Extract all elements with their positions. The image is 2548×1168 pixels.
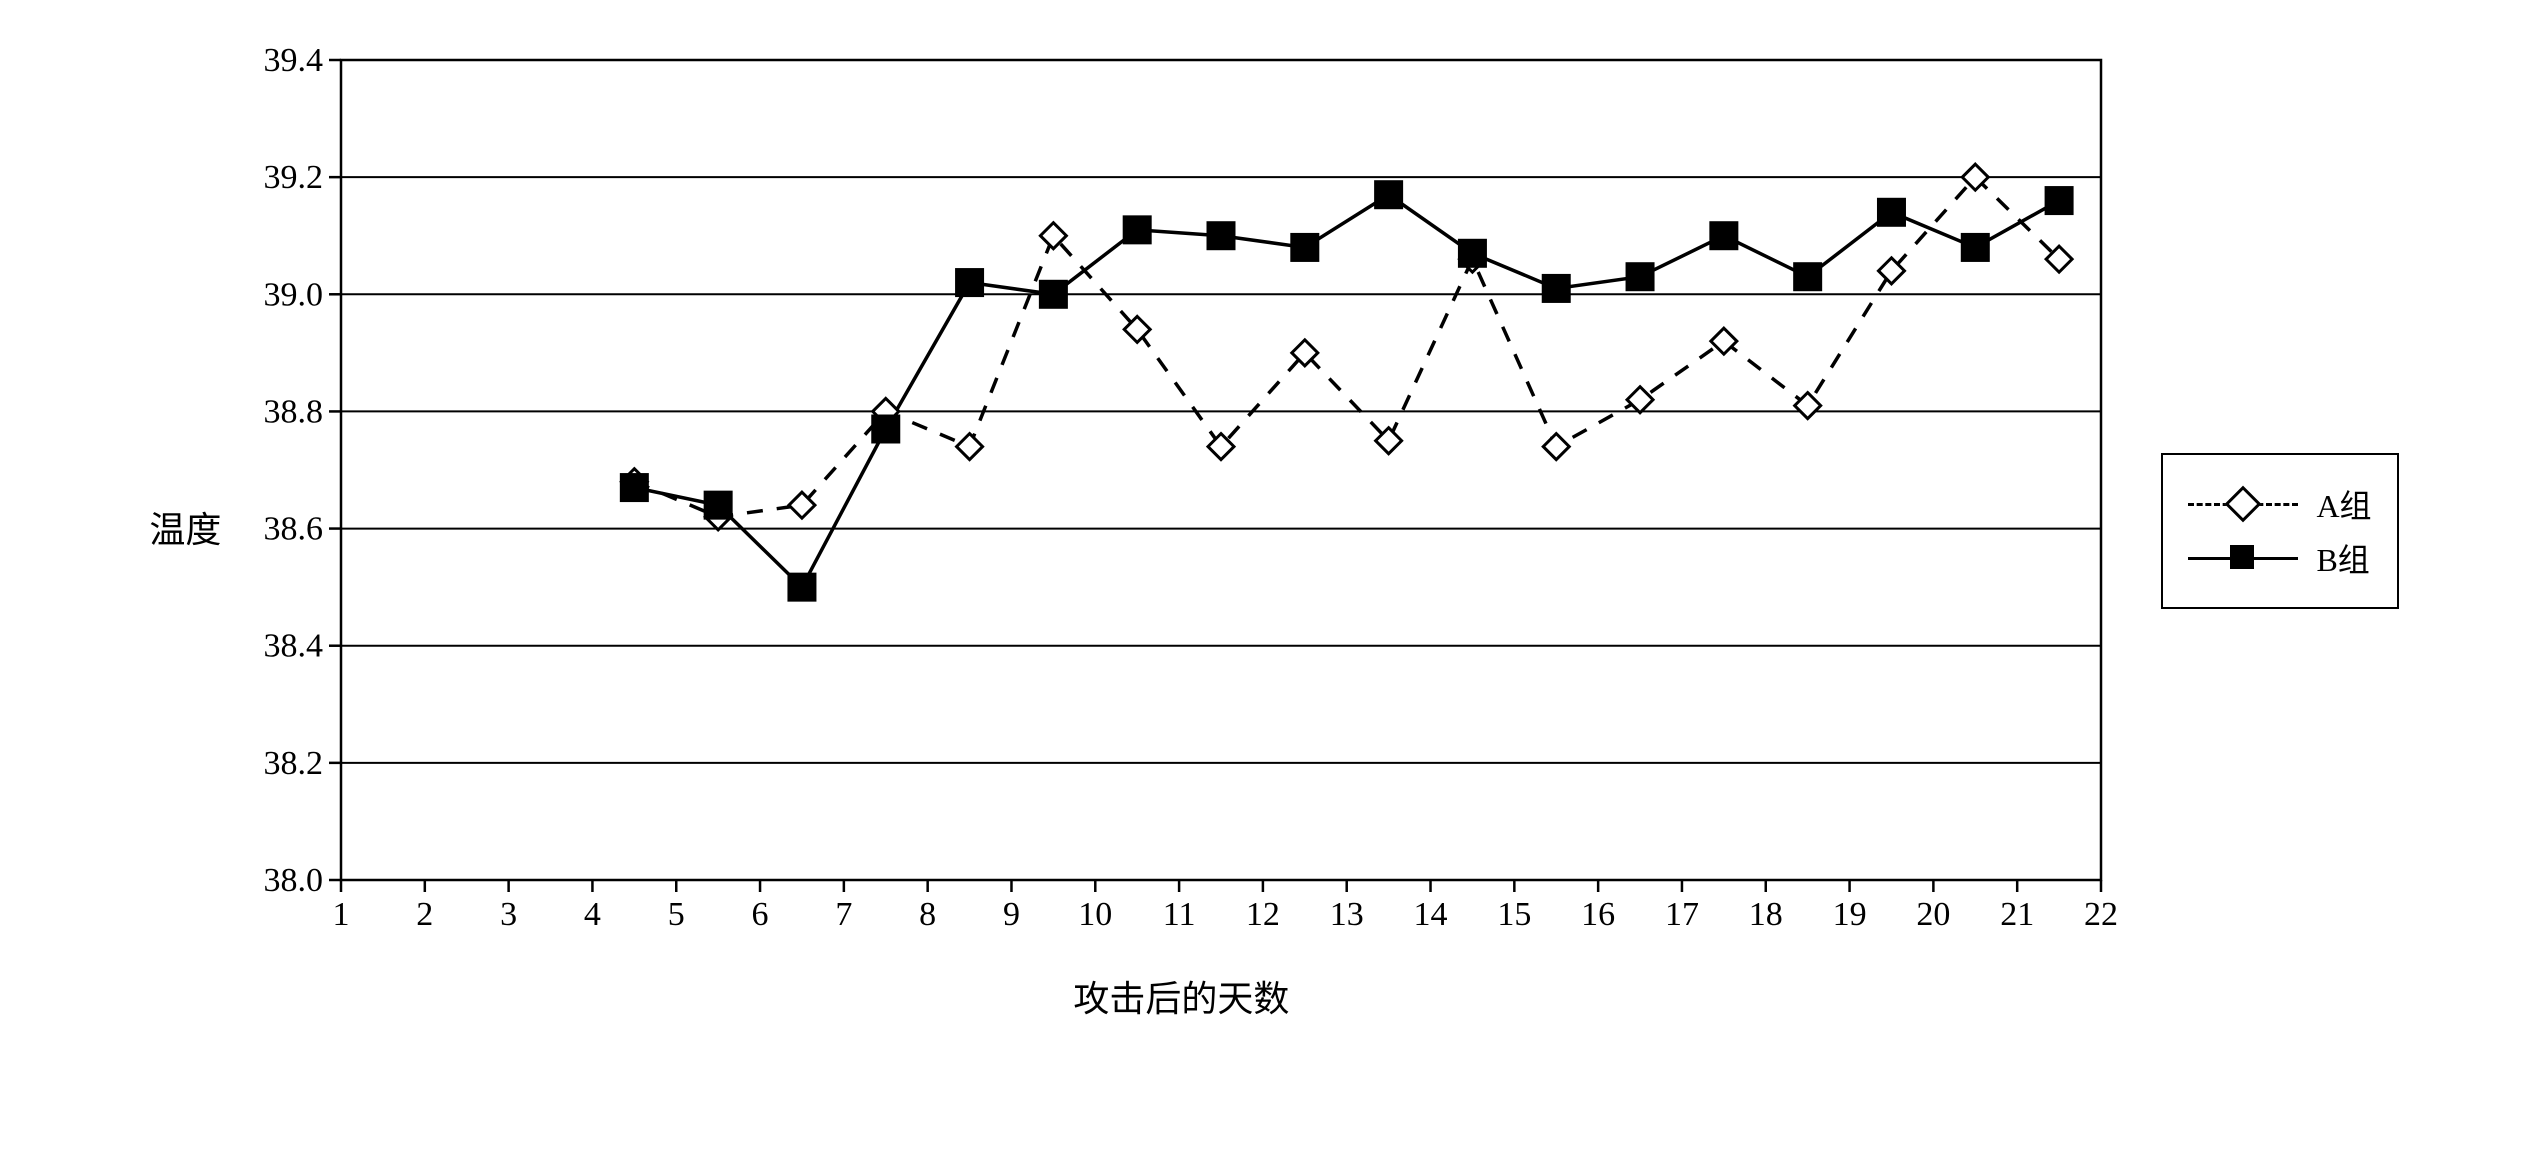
- svg-text:9: 9: [1003, 896, 1020, 933]
- chart-container: 温度 38.038.238.438.638.839.039.239.412345…: [40, 40, 2508, 1022]
- svg-text:38.8: 38.8: [264, 393, 324, 430]
- svg-text:7: 7: [836, 896, 853, 933]
- legend-sample-a: [2188, 489, 2298, 519]
- svg-text:38.2: 38.2: [264, 745, 324, 782]
- svg-text:20: 20: [1917, 896, 1951, 933]
- x-axis-label: 攻击后的天数: [1073, 970, 1289, 1022]
- svg-text:10: 10: [1079, 896, 1113, 933]
- legend-label-b: B组: [2316, 535, 2369, 581]
- legend-label-a: A组: [2316, 481, 2371, 527]
- svg-text:1: 1: [333, 896, 350, 933]
- svg-text:6: 6: [752, 896, 769, 933]
- svg-text:38.4: 38.4: [264, 628, 324, 665]
- svg-text:21: 21: [2001, 896, 2035, 933]
- svg-text:12: 12: [1246, 896, 1280, 933]
- svg-text:3: 3: [501, 896, 518, 933]
- svg-text:39.0: 39.0: [264, 276, 324, 313]
- svg-text:13: 13: [1330, 896, 1364, 933]
- svg-text:38.6: 38.6: [264, 511, 324, 548]
- svg-text:16: 16: [1582, 896, 1616, 933]
- svg-text:17: 17: [1665, 896, 1699, 933]
- svg-text:4: 4: [584, 896, 601, 933]
- svg-text:39.4: 39.4: [264, 42, 324, 79]
- svg-text:5: 5: [668, 896, 685, 933]
- chart-column: 38.038.238.438.638.839.039.239.412345678…: [231, 40, 2131, 1022]
- legend-item-b: B组: [2188, 535, 2371, 581]
- svg-text:22: 22: [2084, 896, 2118, 933]
- svg-text:14: 14: [1414, 896, 1448, 933]
- legend-sample-b: [2188, 543, 2298, 573]
- svg-text:2: 2: [417, 896, 434, 933]
- svg-text:38.0: 38.0: [264, 862, 324, 899]
- legend: A组 B组: [2161, 453, 2398, 609]
- square-icon: [2230, 545, 2254, 569]
- line-chart: 38.038.238.438.638.839.039.239.412345678…: [231, 40, 2131, 950]
- y-axis-label: 温度: [149, 509, 221, 552]
- svg-text:18: 18: [1749, 896, 1783, 933]
- svg-text:15: 15: [1498, 896, 1532, 933]
- svg-text:19: 19: [1833, 896, 1867, 933]
- svg-text:8: 8: [920, 896, 937, 933]
- y-axis-label-area: 温度: [149, 509, 221, 552]
- svg-text:39.2: 39.2: [264, 159, 324, 196]
- legend-item-a: A组: [2188, 481, 2371, 527]
- diamond-icon: [2225, 486, 2262, 523]
- svg-text:11: 11: [1163, 896, 1196, 933]
